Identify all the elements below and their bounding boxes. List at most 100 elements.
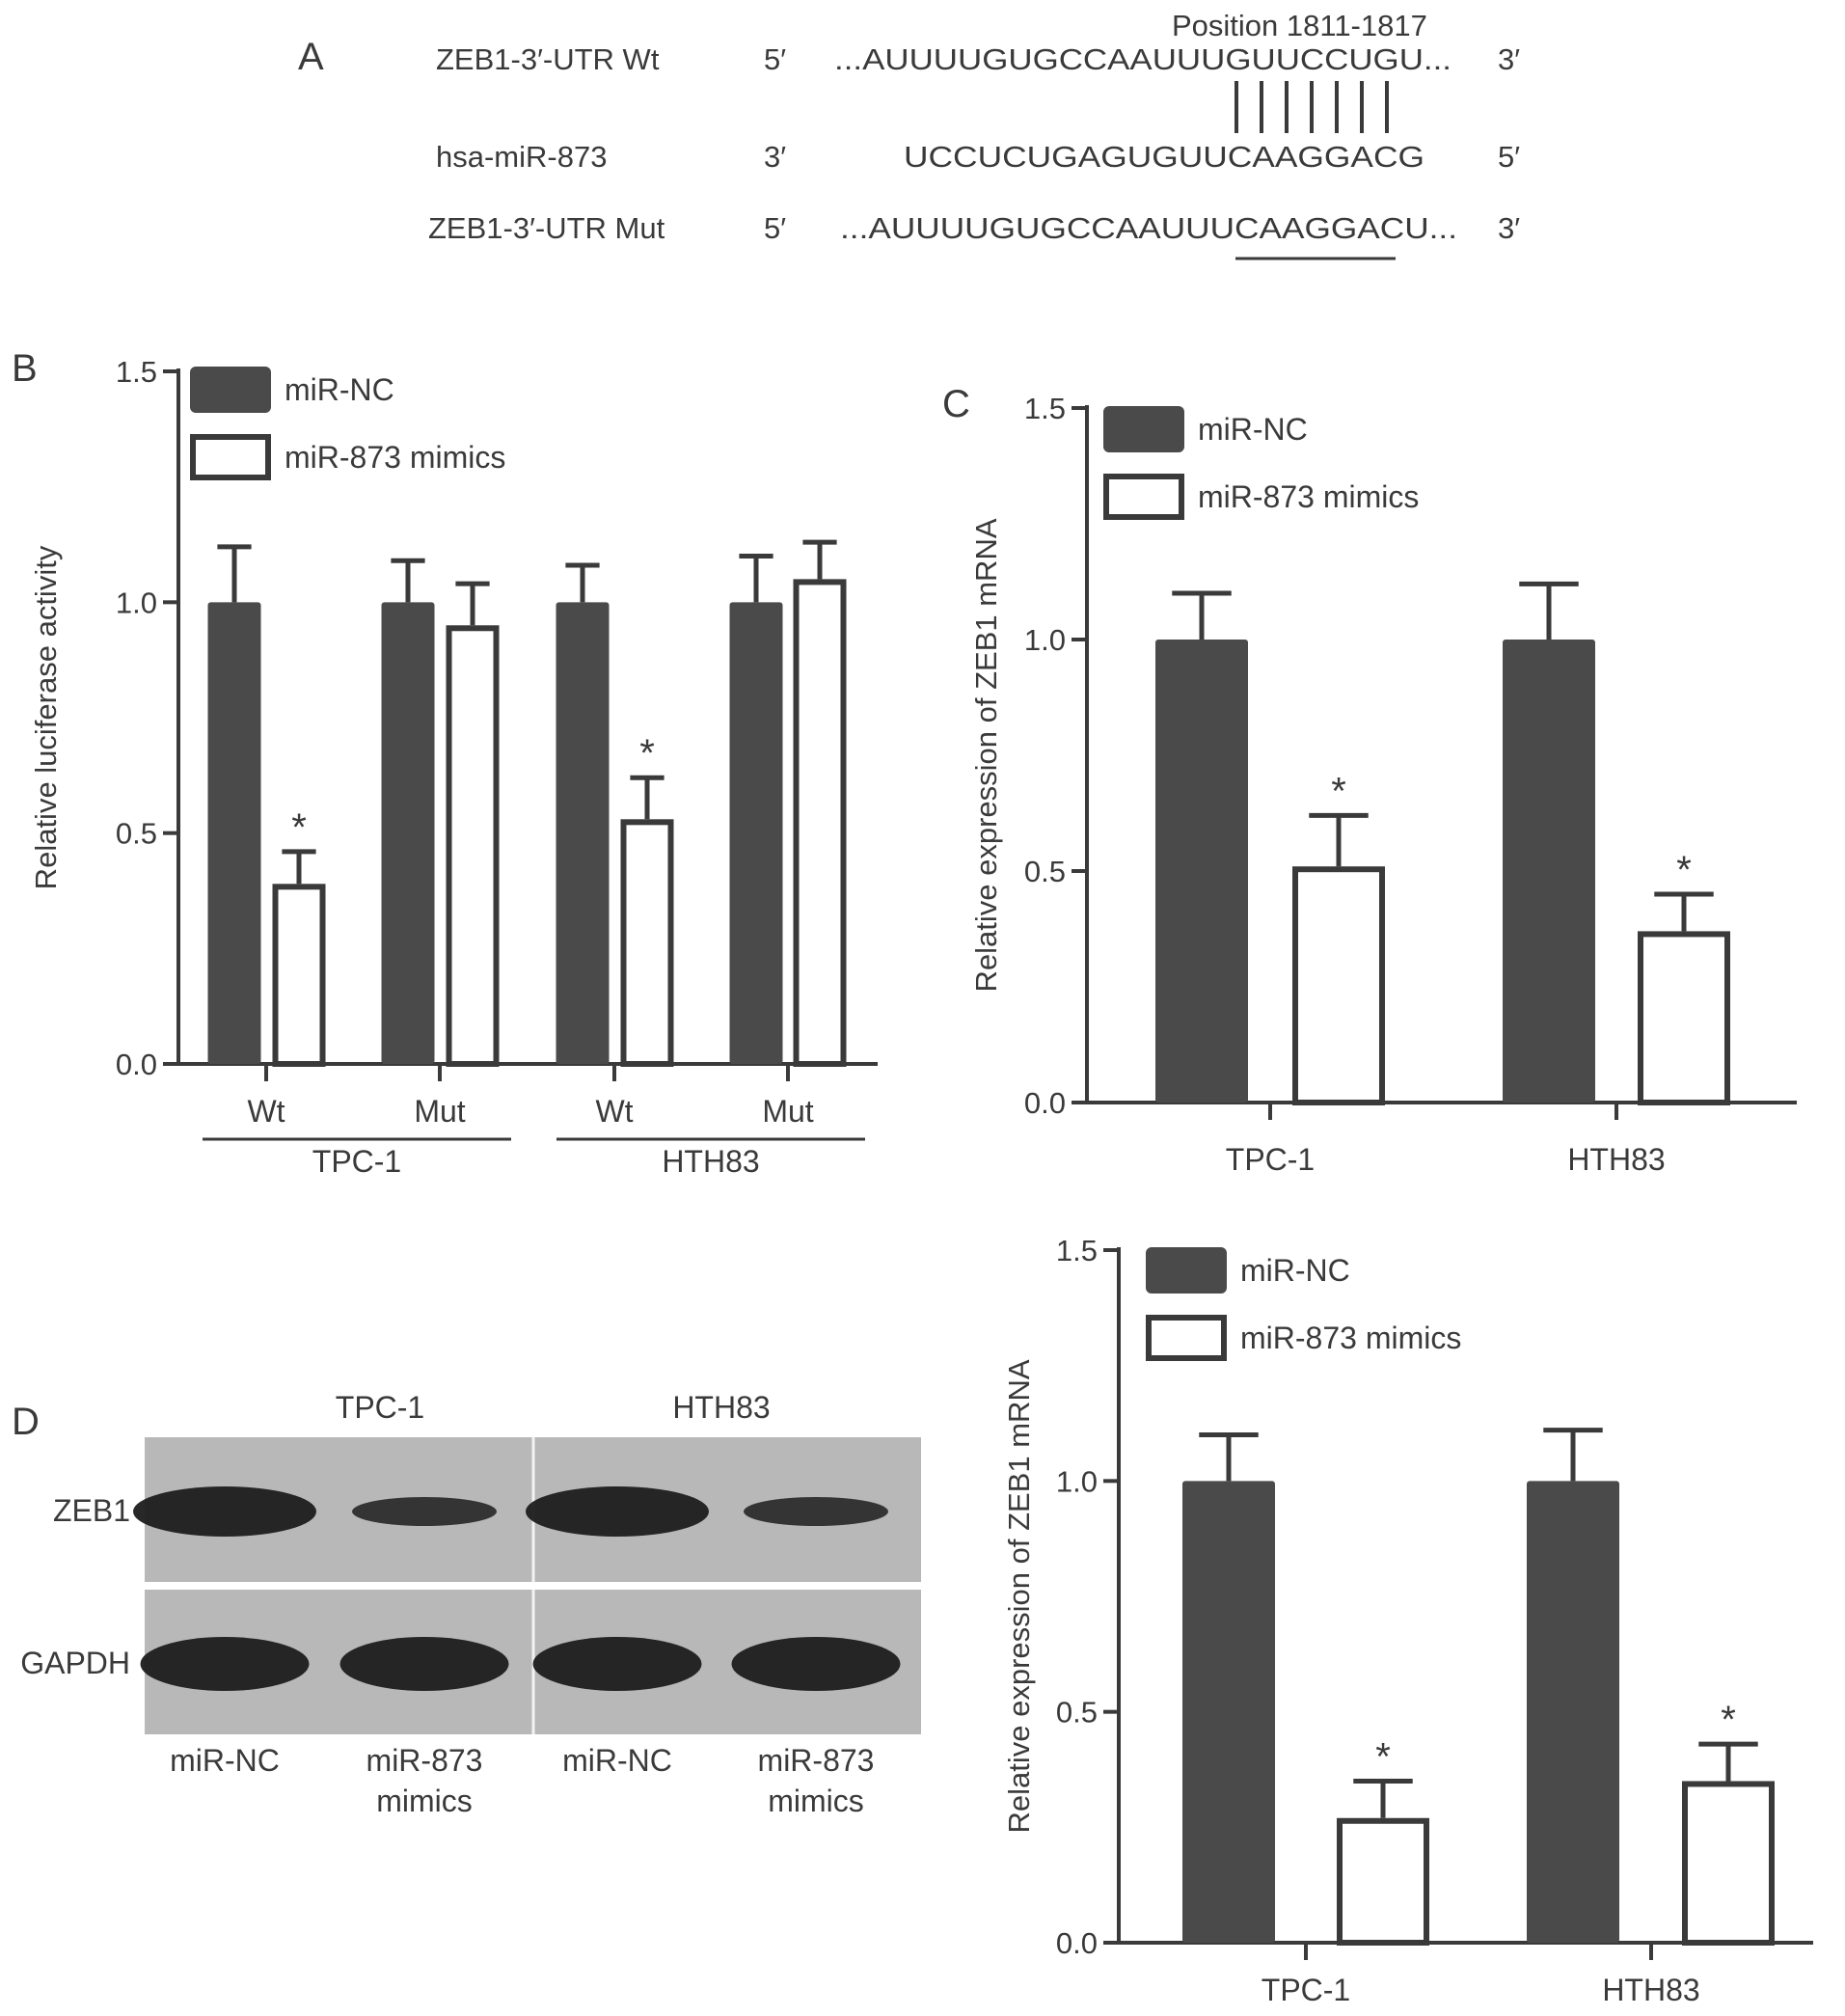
- legend-label: miR-873 mimics: [1198, 479, 1419, 514]
- seq-row-left-end: 5′: [764, 211, 786, 245]
- x-tick-label: Mut: [414, 1094, 465, 1129]
- significance-marker: *: [1676, 849, 1692, 891]
- significance-marker: *: [291, 806, 307, 849]
- seq-row-right-end: 3′: [1498, 211, 1520, 245]
- bar-mir-nc: [207, 602, 261, 1064]
- bar-mir-nc: [729, 602, 783, 1064]
- legend-label: miR-873 mimics: [1240, 1321, 1461, 1355]
- pairing-lines: [1235, 81, 1389, 133]
- legend-label: miR-873 mimics: [285, 440, 505, 475]
- x-tick-label: Mut: [762, 1094, 813, 1129]
- significance-marker: *: [1375, 1735, 1391, 1778]
- significance-marker: *: [639, 732, 655, 775]
- blot-protein-label: ZEB1: [53, 1493, 130, 1528]
- y-axis-label: Relative expression of ZEB1 mRNA: [969, 518, 1003, 992]
- seq-row-sequence: ...AUUUUGUGCCAAUUUCAAGGACU...: [840, 211, 1457, 245]
- blot-band: [133, 1486, 316, 1537]
- bar-mir-nc: [556, 602, 610, 1064]
- y-tick-label: 1.5: [1024, 392, 1066, 425]
- seq-row-left-end: 5′: [764, 42, 786, 76]
- blot-band: [140, 1637, 310, 1691]
- y-axis-label: Relative expression of ZEB1 mRNA: [1002, 1359, 1036, 1833]
- bar-mir-873-mimics: [1638, 931, 1730, 1106]
- legend-swatch-mir-nc: [1103, 406, 1184, 452]
- y-tick-label: 0.5: [1024, 855, 1066, 888]
- panel-label-c: C: [942, 383, 970, 425]
- y-axis-label: Relative luciferase activity: [29, 545, 63, 889]
- y-tick-label: 0.5: [1056, 1696, 1098, 1730]
- y-tick-label: 0.0: [1024, 1086, 1066, 1120]
- legend: miR-NC miR-873 mimics: [190, 367, 505, 480]
- chart-d: 0.0 0.5 1.0 1.5 Relative expression of ZEB1 …: [1002, 1234, 1813, 2007]
- legend-swatch-mir-nc: [1146, 1247, 1227, 1294]
- legend: miR-NC miR-873 mimics: [1146, 1247, 1461, 1361]
- group-label: TPC-1: [312, 1144, 401, 1179]
- blot-band: [532, 1637, 702, 1691]
- blot-lane-label: miR-NC: [562, 1743, 672, 1778]
- seq-row-name: ZEB1-3′-UTR Wt: [436, 42, 660, 76]
- bar-mir-873-mimics: [446, 625, 500, 1067]
- bar-mir-873-mimics: [1682, 1781, 1775, 1947]
- sequence-alignment: Position 1811-1817 ZEB1-3′-UTR Wt 5′ ...…: [428, 9, 1520, 260]
- legend-swatch-mir-nc: [190, 367, 271, 413]
- legend-label: miR-NC: [1198, 412, 1308, 447]
- blot-band: [731, 1637, 901, 1691]
- bar-mir-nc: [1503, 640, 1595, 1103]
- panel-label-d: D: [12, 1401, 40, 1443]
- blot-band: [526, 1486, 709, 1537]
- position-label: Position 1811-1817: [1172, 9, 1427, 42]
- y-tick-label: 1.0: [1056, 1464, 1098, 1498]
- y-tick-label: 1.5: [1056, 1234, 1098, 1267]
- legend-swatch-mir-873-mimics: [1146, 1315, 1227, 1361]
- bar-mir-873-mimics: [1292, 866, 1385, 1106]
- blot-cell-line: HTH83: [672, 1390, 770, 1425]
- legend-swatch-mir-873-mimics: [1103, 474, 1184, 520]
- seq-row-right-end: 5′: [1498, 140, 1520, 174]
- seq-row-sequence: ...AUUUUGUGCCAAUUUGUUCCUGU...: [834, 42, 1452, 76]
- bar-mir-873-mimics: [1337, 1817, 1429, 1947]
- legend-label: miR-NC: [285, 372, 394, 407]
- legend-swatch-mir-873-mimics: [190, 434, 271, 480]
- blot-cell-line: TPC-1: [336, 1390, 424, 1425]
- blot-lane-label: mimics: [768, 1784, 864, 1818]
- x-tick-label: Wt: [247, 1094, 285, 1129]
- panel-label-b: B: [12, 347, 38, 390]
- seq-row-left-end: 3′: [764, 140, 786, 174]
- seq-row-name: ZEB1-3′-UTR Mut: [428, 211, 665, 245]
- bar-mir-873-mimics: [272, 884, 326, 1067]
- y-tick-label: 1.0: [1024, 623, 1066, 657]
- chart-b: 0.0 0.5 1.0 1.5 Relative luciferase activity…: [29, 355, 878, 1179]
- group-label: HTH83: [662, 1144, 759, 1179]
- y-tick-label: 0.0: [116, 1048, 157, 1081]
- panel-label-a: A: [298, 36, 324, 78]
- x-tick-label: Wt: [595, 1094, 633, 1129]
- blot-band: [352, 1497, 497, 1526]
- y-tick-label: 1.0: [116, 586, 157, 619]
- bar-mir-nc: [1527, 1481, 1619, 1943]
- legend: miR-NC miR-873 mimics: [1103, 406, 1419, 520]
- seq-row-name: hsa-miR-873: [436, 140, 607, 174]
- chart-c: 0.0 0.5 1.0 1.5 Relative expression of ZEB1 …: [969, 392, 1797, 1177]
- significance-marker: *: [1721, 1699, 1736, 1741]
- seq-row-right-end: 3′: [1498, 42, 1520, 76]
- significance-marker: *: [1331, 770, 1346, 812]
- blot-lane-label: miR-873: [758, 1743, 875, 1778]
- bar-mir-873-mimics: [620, 819, 674, 1067]
- bar-mir-873-mimics: [793, 579, 847, 1068]
- x-tick-label: HTH83: [1567, 1142, 1665, 1177]
- blot-band: [339, 1637, 509, 1691]
- y-tick-label: 0.5: [116, 817, 157, 851]
- bar-mir-nc: [381, 602, 435, 1064]
- y-tick-label: 0.0: [1056, 1926, 1098, 1960]
- seq-row-sequence: UCCUCUGAGUGUUCAAGGACG: [904, 140, 1424, 174]
- blot-band: [744, 1497, 888, 1526]
- x-tick-label: TPC-1: [1226, 1142, 1315, 1177]
- blot-lane-label: mimics: [376, 1784, 473, 1818]
- x-tick-label: TPC-1: [1262, 1973, 1350, 2007]
- western-blot: TPC-1 HTH83 ZEB1 GAPDH miR-NC miR-873 mimics mi…: [20, 1390, 921, 1818]
- legend-label: miR-NC: [1240, 1253, 1350, 1288]
- blot-lane-label: miR-NC: [170, 1743, 280, 1778]
- y-tick-label: 1.5: [116, 355, 157, 389]
- bar-mir-nc: [1182, 1481, 1275, 1943]
